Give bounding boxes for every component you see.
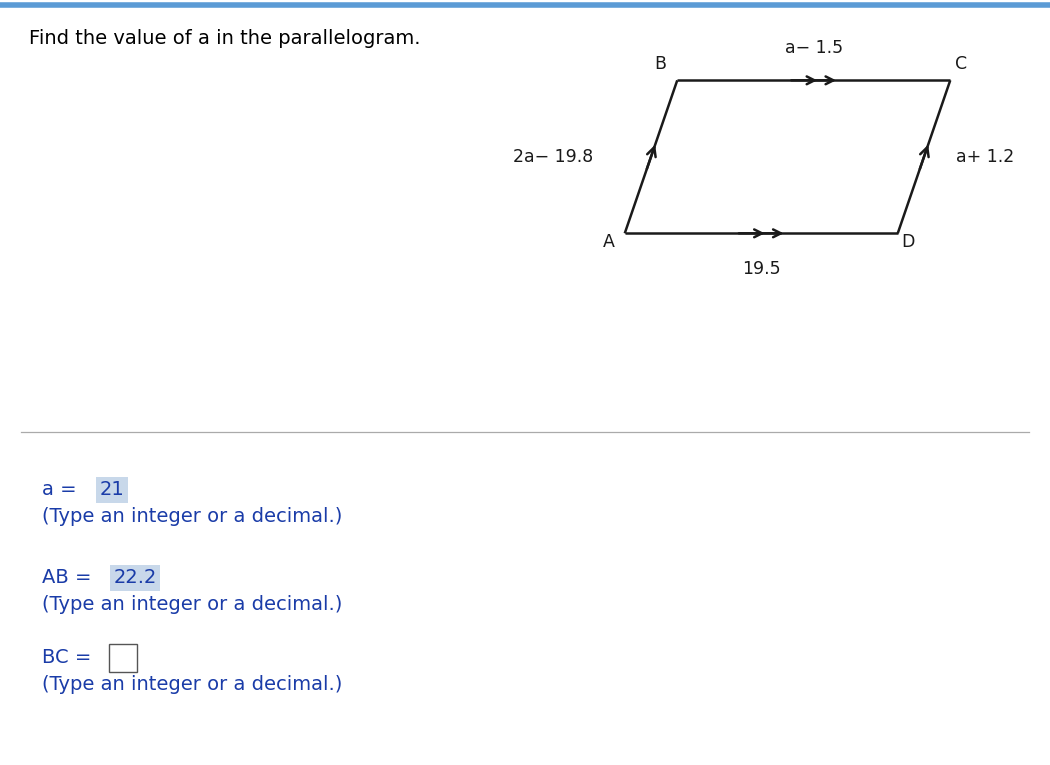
Text: (Type an integer or a decimal.): (Type an integer or a decimal.) [42,675,342,694]
Text: (Type an integer or a decimal.): (Type an integer or a decimal.) [42,507,342,526]
Text: 2a− 19.8: 2a− 19.8 [513,148,593,166]
Text: a =: a = [42,480,83,499]
Text: A: A [603,233,614,252]
Text: AB =: AB = [42,568,98,587]
Text: 21: 21 [100,480,125,499]
Text: D: D [901,233,915,252]
Text: C: C [956,54,968,73]
Text: BC =: BC = [42,649,98,667]
Text: B: B [655,54,667,73]
Text: Find the value of a in the parallelogram.: Find the value of a in the parallelogram… [29,29,421,47]
Text: (Type an integer or a decimal.): (Type an integer or a decimal.) [42,595,342,614]
Text: a+ 1.2: a+ 1.2 [956,148,1013,166]
Text: 22.2: 22.2 [113,568,156,587]
Text: 19.5: 19.5 [742,260,780,278]
Text: a− 1.5: a− 1.5 [784,39,843,57]
